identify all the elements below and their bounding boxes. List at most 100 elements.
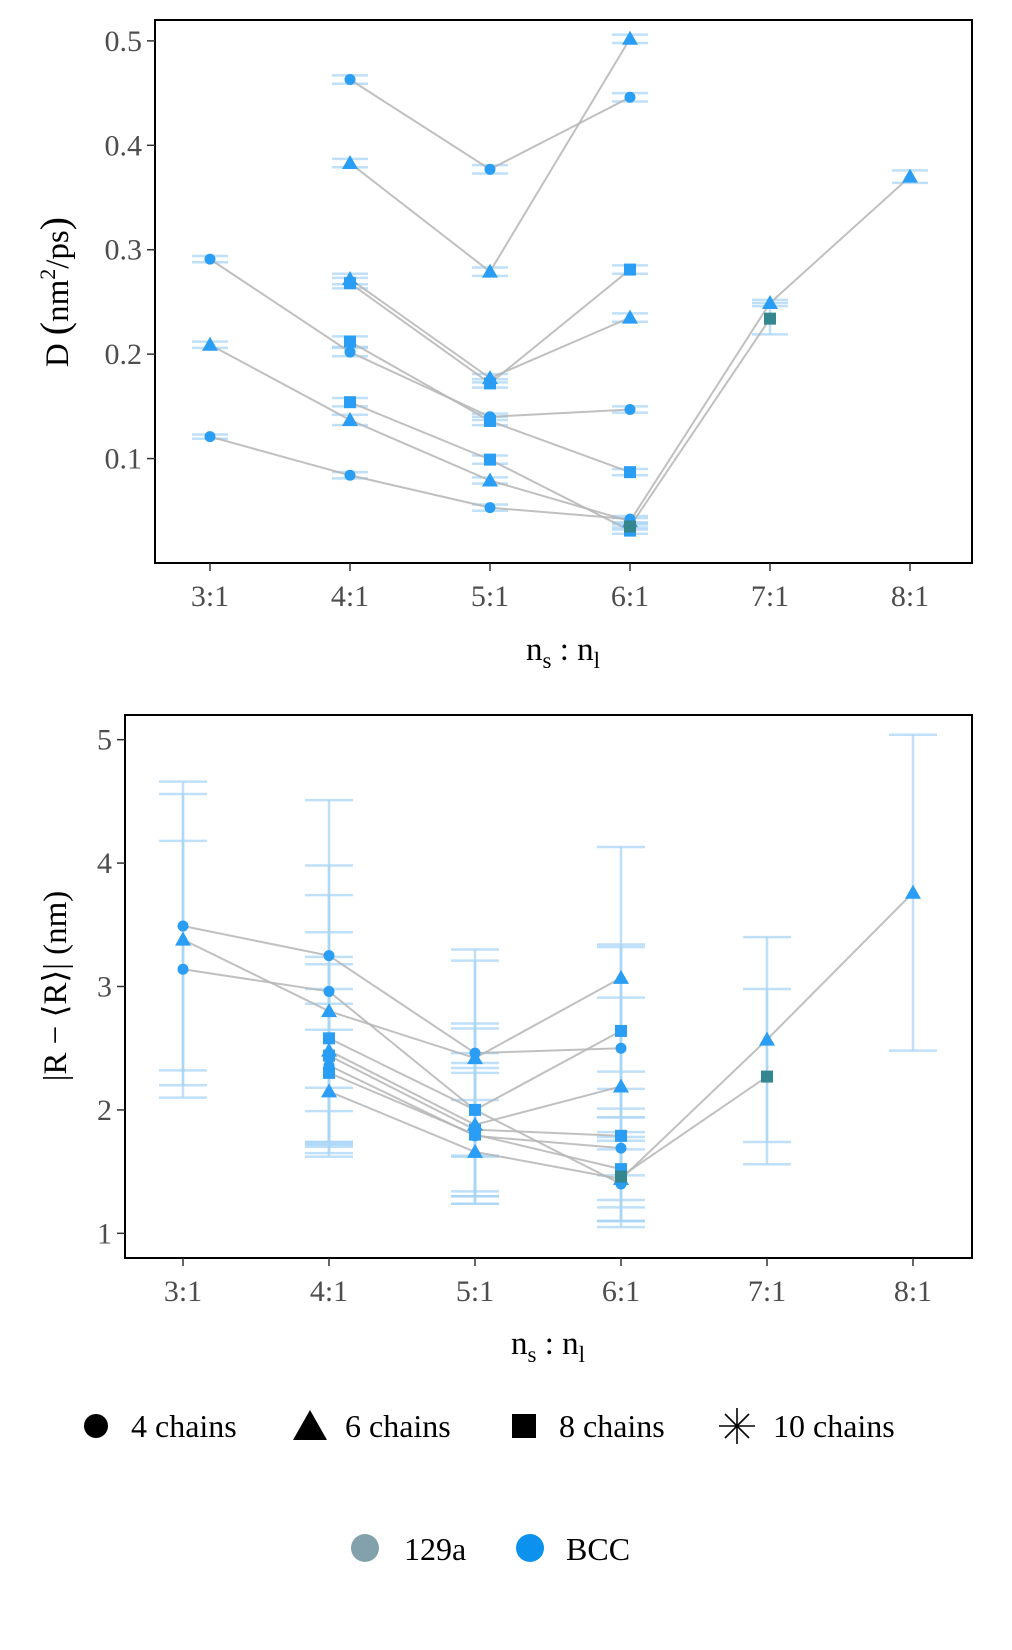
bottom-y-axis-title: |R − ⟨R⟩| (nm) — [38, 891, 74, 1082]
top-xtick-label: 7:1 — [751, 580, 789, 613]
bottom-xtick-label: 8:1 — [894, 1275, 932, 1308]
bottom-point-square — [469, 1103, 481, 1116]
top-point-triangle — [762, 294, 778, 309]
bottom-point-circle — [177, 920, 189, 932]
legend-bcc-swatch — [516, 1534, 544, 1562]
bottom-point-triangle — [613, 1078, 629, 1093]
top-point-square — [624, 263, 636, 276]
top-plot-frame — [154, 19, 973, 564]
top-series-line — [209, 258, 631, 418]
bottom-ytick-label: 4 — [97, 847, 112, 880]
top-lines-layer — [209, 38, 911, 532]
bottom-x-axis-title-sub-s: s — [527, 1342, 536, 1367]
bottom-errorbars-layer — [159, 733, 937, 1229]
bottom-series-line — [182, 968, 622, 1185]
bottom-point-square — [615, 1170, 627, 1183]
bottom-x-axis-title-n: n — [511, 1326, 528, 1362]
bottom-xtick-label: 3:1 — [164, 1275, 202, 1308]
bottom-point-square — [761, 1070, 773, 1083]
bottom-point-triangle — [467, 1050, 483, 1065]
legend-asterisk-icon — [719, 1408, 755, 1444]
bottom-ytick-label: 5 — [97, 724, 112, 757]
bottom-point-square — [615, 1129, 627, 1142]
bottom-x-axis-title: ns : nl — [511, 1326, 585, 1367]
top-point-triangle — [482, 472, 498, 487]
top-point-circle — [204, 253, 216, 265]
top-y-axis-title-sup: 2 — [35, 269, 60, 280]
top-series-line — [209, 175, 911, 523]
top-series-line — [629, 318, 771, 528]
top-point-circle — [344, 346, 356, 358]
bottom-ytick-label: 2 — [97, 1094, 112, 1127]
bottom-series-line — [182, 938, 622, 1060]
bottom-xtick-label: 5:1 — [456, 1275, 494, 1308]
bottom-point-triangle — [467, 1143, 483, 1158]
bottom-point-triangle — [175, 931, 191, 946]
bottom-lines-layer — [182, 892, 914, 1185]
bottom-plot-frame — [124, 714, 973, 1259]
top-point-triangle — [342, 411, 358, 426]
legend-item-6-chains: 6 chains — [293, 1408, 451, 1444]
top-point-circle — [204, 431, 216, 443]
legend-label-6-chains: 6 chains — [345, 1408, 451, 1444]
top-xtick-label: 4:1 — [331, 580, 369, 613]
top-point-triangle — [342, 270, 358, 285]
top-ytick-label: 0.4 — [105, 129, 143, 162]
bottom-point-square — [323, 1066, 335, 1079]
bottom-x-axis-title-sub-l: l — [579, 1342, 585, 1367]
top-point-triangle — [202, 336, 218, 351]
top-series-line — [349, 340, 631, 474]
top-point-triangle — [482, 263, 498, 278]
top-series-line — [349, 78, 631, 171]
top-point-circle — [484, 502, 496, 514]
top-x-axis-title-sub-s: s — [542, 648, 551, 673]
legend-circle-icon — [84, 1414, 108, 1438]
bottom-point-circle — [177, 963, 189, 975]
top-x-axis: 3:1 4:1 5:1 6:1 7:1 8:1 — [191, 563, 929, 613]
top-point-circle — [344, 469, 356, 481]
top-x-axis-title-mid: : n — [551, 632, 593, 668]
bottom-xtick-label: 6:1 — [602, 1275, 640, 1308]
bottom-series-line — [620, 1075, 768, 1178]
top-series-line — [349, 278, 631, 380]
top-point-circle — [624, 403, 636, 415]
top-x-axis-title-sub-l: l — [594, 648, 600, 673]
bottom-point-triangle — [759, 1031, 775, 1046]
top-point-triangle — [482, 370, 498, 385]
bottom-point-square — [615, 1024, 627, 1037]
top-point-triangle — [622, 309, 638, 324]
legend-label-10-chains: 10 chains — [773, 1408, 895, 1444]
bottom-point-square — [469, 1128, 481, 1141]
top-point-square — [344, 335, 356, 348]
top-ytick-label: 0.3 — [105, 234, 143, 267]
top-x-axis-title: ns : nl — [526, 632, 600, 673]
legend-item-129a: 129a — [351, 1531, 466, 1567]
top-point-square — [624, 520, 636, 533]
bottom-series-line — [182, 925, 622, 1055]
top-point-triangle — [622, 30, 638, 45]
top-y-axis-title-paren-close: ) — [32, 217, 77, 230]
bottom-point-triangle — [613, 969, 629, 984]
legend-item-10-chains: 10 chains — [719, 1408, 895, 1444]
bottom-point-circle — [323, 985, 335, 997]
top-ytick-label: 0.1 — [105, 443, 143, 476]
bottom-x-axis-title-mid: : n — [536, 1326, 578, 1362]
top-series-line — [209, 435, 631, 521]
top-y-axis-title-ps: /ps — [40, 230, 76, 269]
top-ytick-label: 0.2 — [105, 338, 143, 371]
bottom-point-circle — [615, 1142, 627, 1154]
top-point-circle — [624, 91, 636, 103]
bottom-x-axis: 3:1 4:1 5:1 6:1 7:1 8:1 — [164, 1258, 932, 1308]
top-point-triangle — [902, 168, 918, 183]
top-y-axis-title: D (nm2/ps) — [32, 217, 77, 367]
top-point-triangle — [342, 155, 358, 170]
top-point-square — [624, 466, 636, 479]
top-point-square — [764, 312, 776, 325]
bottom-point-triangle — [905, 884, 921, 899]
legend-label-bcc: BCC — [566, 1531, 630, 1567]
top-point-square — [344, 396, 356, 409]
top-point-circle — [344, 74, 356, 86]
bottom-y-axis: 1 2 3 4 5 — [97, 724, 125, 1250]
top-series-line — [349, 38, 631, 274]
